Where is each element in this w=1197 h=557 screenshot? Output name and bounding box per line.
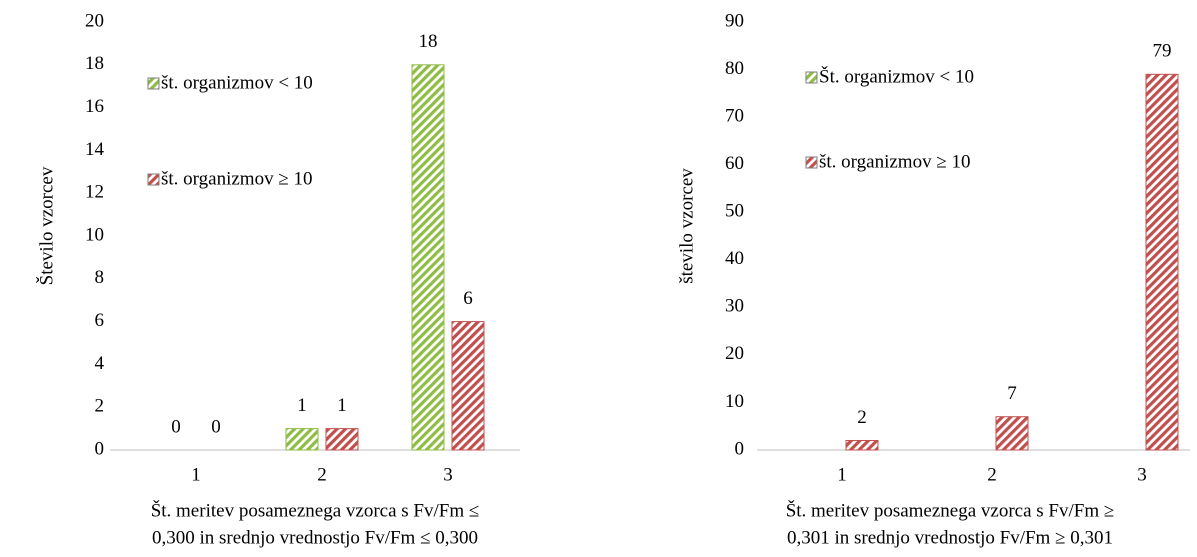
x-axis-title: 0,300 in srednjo vrednostjo Fv/Fm ≤ 0,30… xyxy=(152,527,478,548)
data-label: 18 xyxy=(419,31,438,52)
y-tick-label: 60 xyxy=(725,153,744,174)
y-tick-label: 50 xyxy=(725,201,744,222)
y-tick-label: 0 xyxy=(95,438,105,459)
x-axis-title: 0,301 in srednjo vrednostjo Fv/Fm ≥ 0,30… xyxy=(787,527,1113,548)
y-tick-label: 40 xyxy=(725,248,744,269)
y-tick-label: 70 xyxy=(725,105,744,126)
y-tick-label: 0 xyxy=(735,438,745,459)
data-label: 1 xyxy=(297,395,307,416)
data-label: 1 xyxy=(337,395,347,416)
bar xyxy=(995,416,1029,451)
legend-label: Št. organizmov < 10 xyxy=(819,65,974,87)
y-tick-label: 16 xyxy=(85,96,104,117)
legend-label: št. organizmov ≥ 10 xyxy=(819,151,971,172)
y-tick-label: 12 xyxy=(85,182,104,203)
data-label: 0 xyxy=(211,416,221,437)
bar xyxy=(1145,73,1179,451)
y-tick-label: 6 xyxy=(95,310,105,331)
bar xyxy=(451,321,485,451)
y-tick-label: 18 xyxy=(85,53,104,74)
data-label: 2 xyxy=(857,407,867,428)
legend-swatch xyxy=(805,71,818,84)
y-axis-title: število vzorcev xyxy=(676,168,697,284)
y-tick-label: 10 xyxy=(725,391,744,412)
y-tick-label: 20 xyxy=(85,10,104,31)
x-tick-label: 3 xyxy=(443,464,453,485)
y-tick-label: 80 xyxy=(725,58,744,79)
x-tick-label: 1 xyxy=(191,464,201,485)
data-label: 0 xyxy=(171,416,181,437)
legend-swatch xyxy=(805,156,818,169)
x-tick-label: 3 xyxy=(1137,464,1147,485)
data-label: 79 xyxy=(1153,41,1172,62)
legend-swatch xyxy=(147,173,160,186)
y-tick-label: 20 xyxy=(725,343,744,364)
x-tick-label: 1 xyxy=(837,464,847,485)
y-tick-label: 30 xyxy=(725,296,744,317)
data-label: 7 xyxy=(1007,383,1017,404)
legend-swatch xyxy=(147,77,160,90)
y-tick-label: 90 xyxy=(725,10,744,31)
bar xyxy=(325,428,359,451)
legend-label: št. organizmov ≥ 10 xyxy=(161,168,313,189)
y-tick-label: 10 xyxy=(85,224,104,245)
bar xyxy=(285,428,319,451)
bar xyxy=(845,439,879,451)
data-label: 6 xyxy=(463,288,473,309)
x-tick-label: 2 xyxy=(317,464,327,485)
y-axis-title: Število vzorcev xyxy=(35,166,57,285)
y-tick-label: 8 xyxy=(95,267,105,288)
y-tick-label: 2 xyxy=(95,396,105,417)
x-tick-label: 2 xyxy=(987,464,997,485)
x-axis-title: Št. meritev posameznega vzorca s Fv/Fm ≥ xyxy=(786,499,1115,521)
legend-label: št. organizmov < 10 xyxy=(161,72,313,93)
bar xyxy=(411,64,445,451)
x-axis-title: Št. meritev posameznega vzorca s Fv/Fm ≤ xyxy=(151,499,480,521)
y-tick-label: 4 xyxy=(95,353,105,374)
y-tick-label: 14 xyxy=(85,139,105,160)
